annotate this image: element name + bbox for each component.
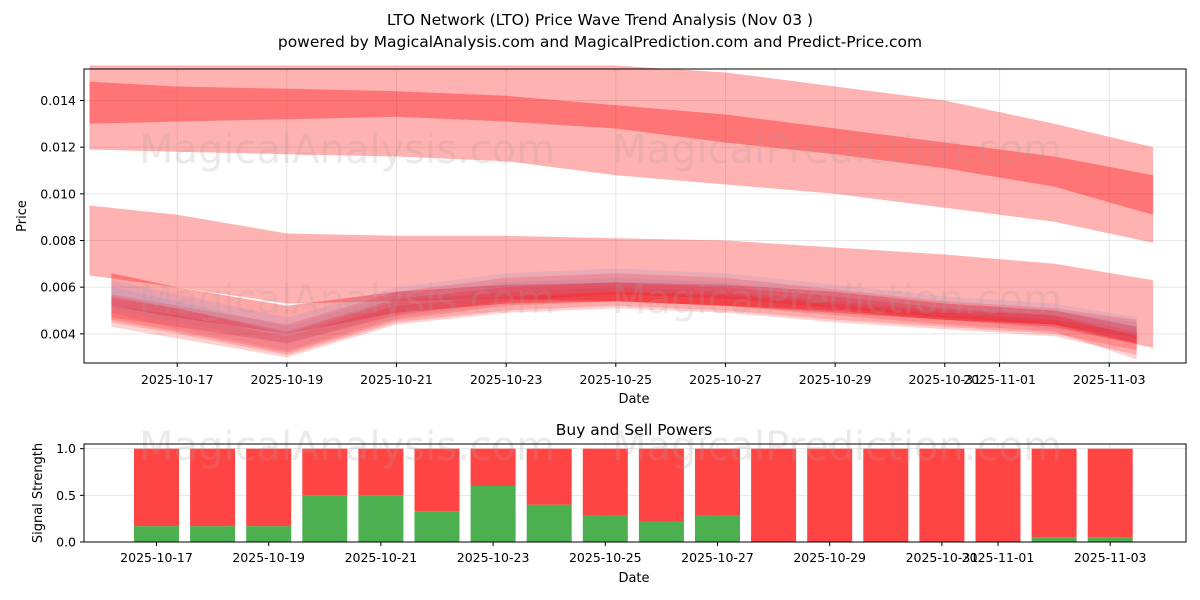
x-tick-label: 2025-10-29 [799, 372, 872, 387]
sell-bar [526, 448, 572, 505]
powers-bars [134, 448, 1133, 542]
x-tick-label: 2025-10-19 [232, 550, 305, 565]
watermark-prediction: MagicalPrediction.com [612, 127, 1062, 173]
x-tick-label: 2025-11-01 [962, 550, 1035, 565]
price-x-label: Date [618, 392, 649, 407]
y-tick-label: 0.010 [40, 186, 76, 201]
x-tick-label: 2025-11-03 [1074, 550, 1147, 565]
buy-bar [695, 515, 740, 542]
price-waves [111, 268, 1137, 360]
buy-bar [526, 504, 572, 542]
wave-6 [111, 282, 1137, 360]
buy-bar [134, 526, 179, 542]
sell-bar [358, 448, 404, 496]
y-tick-label: 0.008 [40, 233, 76, 248]
powers-plot-frame [83, 443, 1187, 543]
x-tick-label: 2025-11-01 [963, 372, 1036, 387]
sell-bar [695, 448, 740, 516]
price-bands [89, 65, 1154, 348]
sell-bar [190, 448, 236, 527]
sell-bar [302, 448, 348, 496]
y-tick-label: 0.5 [56, 488, 76, 503]
powers-y-axis: 0.0 0.5 1.0 [56, 441, 84, 550]
chart-title: LTO Network (LTO) Price Wave Trend Analy… [387, 11, 813, 29]
wave-5 [111, 268, 1137, 344]
buy-bar [302, 495, 348, 542]
y-tick-label: 0.0 [56, 535, 76, 550]
x-tick-label: 2025-10-17 [141, 372, 214, 387]
y-tick-label: 0.006 [40, 280, 76, 295]
sell-bar [470, 448, 516, 486]
sell-bar [246, 448, 292, 527]
x-tick-label: 2025-10-21 [345, 550, 418, 565]
sell-bar [582, 448, 628, 516]
watermark-analysis: MagicalAnalysis.com [139, 424, 555, 470]
band-lower-core [111, 273, 1137, 344]
sell-bar [1087, 448, 1133, 538]
wave-1 [111, 287, 1137, 355]
band-lower-outer [89, 205, 1154, 348]
sell-bar [807, 448, 853, 542]
x-tick-label: 2025-10-23 [457, 550, 530, 565]
x-tick-label: 2025-10-27 [681, 550, 754, 565]
sell-bar [414, 448, 460, 512]
x-tick-label: 2025-10-25 [579, 372, 652, 387]
x-tick-label: 2025-10-25 [569, 550, 642, 565]
y-tick-label: 0.014 [40, 93, 76, 108]
buy-bar [190, 526, 236, 542]
x-tick-label: 2025-11-03 [1073, 372, 1146, 387]
x-tick-label: 2025-10-21 [360, 372, 433, 387]
buy-bar [1031, 537, 1077, 542]
sell-bar [975, 448, 1021, 542]
sell-bar [1031, 448, 1077, 538]
price-y-axis: 0.004 0.006 0.008 0.010 0.012 0.014 [40, 93, 84, 341]
x-tick-label: 2025-10-27 [689, 372, 762, 387]
price-plot-frame [83, 68, 1187, 364]
sell-bar [919, 448, 965, 542]
watermark-prediction: MagicalPrediction.com [612, 277, 1062, 323]
buy-bar [414, 511, 460, 542]
watermark-analysis: MagicalAnalysis.com [139, 127, 555, 173]
x-tick-label: 2025-10-31 [908, 372, 981, 387]
wave-2 [111, 277, 1137, 351]
x-tick-label: 2025-10-23 [470, 372, 543, 387]
price-y-label: Price [15, 200, 30, 232]
wave-4 [111, 291, 1137, 358]
powers-x-axis: 2025-10-17 2025-10-19 2025-10-21 2025-10-23… [120, 542, 1147, 565]
band-upper-outer [89, 65, 1154, 243]
sell-bar [134, 448, 179, 527]
y-tick-label: 0.004 [40, 326, 76, 341]
powers-y-label: Signal Strength [31, 443, 46, 543]
x-tick-label: 2025-10-19 [251, 372, 324, 387]
watermark-prediction: MagicalPrediction.com [612, 424, 1062, 470]
buy-bar [638, 521, 684, 542]
buy-bar [358, 495, 404, 542]
price-x-axis: 2025-10-17 2025-10-19 2025-10-21 2025-10-23… [141, 363, 1146, 387]
sell-bar [751, 448, 797, 542]
chart-subtitle: powered by MagicalAnalysis.com and Magic… [278, 33, 922, 51]
wave-3 [111, 273, 1137, 344]
powers-title: Buy and Sell Powers [556, 421, 713, 439]
buy-bar [1087, 537, 1133, 542]
sell-bar [638, 448, 684, 522]
x-tick-label: 2025-10-29 [793, 550, 866, 565]
buy-bar [582, 515, 628, 542]
price-grid [84, 69, 1186, 363]
buy-bar [246, 526, 292, 542]
y-tick-label: 1.0 [56, 441, 76, 456]
sell-bar [863, 448, 909, 542]
band-upper-core [89, 81, 1154, 215]
x-tick-label: 2025-10-31 [906, 550, 979, 565]
y-tick-label: 0.012 [40, 140, 76, 155]
x-tick-label: 2025-10-17 [120, 550, 193, 565]
watermark-analysis: MagicalAnalysis.com [139, 277, 555, 323]
powers-x-label: Date [618, 571, 649, 586]
buy-bar [470, 486, 516, 542]
